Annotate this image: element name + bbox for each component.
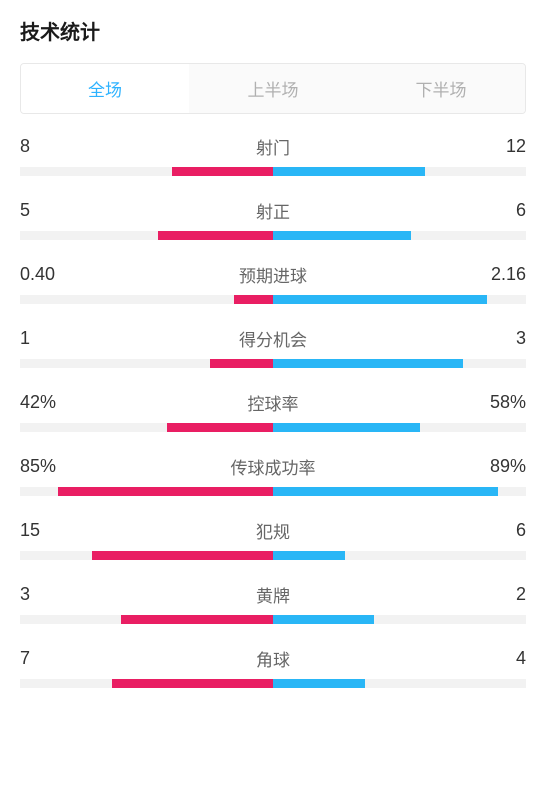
stat-right-value: 58%	[478, 392, 526, 413]
bar-bg-right	[273, 359, 526, 368]
bar-fill-left	[210, 359, 273, 368]
stat-left-value: 3	[20, 584, 68, 605]
stat-label: 预期进球	[68, 262, 478, 287]
stat-right-value: 6	[478, 200, 526, 221]
stat-left-value: 0.40	[20, 264, 68, 285]
stat-left-value: 1	[20, 328, 68, 349]
bar-bg-left	[20, 487, 273, 496]
stat-row: 7角球4	[20, 646, 526, 688]
stat-bar	[20, 167, 526, 176]
stat-header: 5射正6	[20, 198, 526, 223]
stat-right-value: 12	[478, 136, 526, 157]
bar-fill-right	[273, 295, 487, 304]
stat-right-value: 2	[478, 584, 526, 605]
stat-right-value: 89%	[478, 456, 526, 477]
stat-header: 3黄牌2	[20, 582, 526, 607]
stat-header: 1得分机会3	[20, 326, 526, 351]
stat-bar	[20, 487, 526, 496]
stat-bar	[20, 551, 526, 560]
stat-header: 7角球4	[20, 646, 526, 671]
bar-fill-right	[273, 679, 365, 688]
stat-label: 射正	[68, 198, 478, 223]
stat-right-value: 4	[478, 648, 526, 669]
stat-left-value: 15	[20, 520, 68, 541]
stat-label: 黄牌	[68, 582, 478, 607]
tab-1[interactable]: 上半场	[189, 64, 357, 113]
bar-bg-left	[20, 615, 273, 624]
stat-right-value: 2.16	[478, 264, 526, 285]
bar-fill-left	[58, 487, 273, 496]
stat-row: 15犯规6	[20, 518, 526, 560]
stat-left-value: 8	[20, 136, 68, 157]
bar-bg-right	[273, 167, 526, 176]
bar-bg-right	[273, 615, 526, 624]
stat-label: 得分机会	[68, 326, 478, 351]
stat-label: 传球成功率	[68, 454, 478, 479]
bar-bg-right	[273, 231, 526, 240]
stat-label: 犯规	[68, 518, 478, 543]
stat-label: 控球率	[68, 390, 478, 415]
tab-group: 全场上半场下半场	[20, 63, 526, 114]
bar-fill-left	[121, 615, 273, 624]
bar-fill-left	[112, 679, 273, 688]
stat-left-value: 7	[20, 648, 68, 669]
stat-label: 射门	[68, 134, 478, 159]
stat-header: 85%传球成功率89%	[20, 454, 526, 479]
stat-header: 42%控球率58%	[20, 390, 526, 415]
stat-right-value: 6	[478, 520, 526, 541]
bar-bg-left	[20, 231, 273, 240]
bar-bg-left	[20, 295, 273, 304]
bar-fill-right	[273, 231, 411, 240]
stat-left-value: 42%	[20, 392, 68, 413]
bar-fill-left	[167, 423, 273, 432]
bar-bg-left	[20, 679, 273, 688]
bar-bg-right	[273, 679, 526, 688]
stats-list: 8射门125射正60.40预期进球2.161得分机会342%控球率58%85%传…	[20, 134, 526, 688]
bar-bg-left	[20, 167, 273, 176]
stat-bar	[20, 423, 526, 432]
stat-bar	[20, 679, 526, 688]
stat-row: 3黄牌2	[20, 582, 526, 624]
bar-bg-right	[273, 551, 526, 560]
tab-0[interactable]: 全场	[21, 64, 189, 113]
bar-bg-right	[273, 423, 526, 432]
stat-left-value: 85%	[20, 456, 68, 477]
bar-fill-right	[273, 423, 420, 432]
bar-bg-left	[20, 551, 273, 560]
stat-bar	[20, 295, 526, 304]
section-title: 技术统计	[20, 16, 526, 45]
bar-fill-right	[273, 487, 498, 496]
bar-bg-right	[273, 487, 526, 496]
bar-fill-left	[158, 231, 273, 240]
stat-header: 8射门12	[20, 134, 526, 159]
stat-header: 15犯规6	[20, 518, 526, 543]
bar-fill-left	[92, 551, 273, 560]
stat-right-value: 3	[478, 328, 526, 349]
stat-bar	[20, 615, 526, 624]
stat-label: 角球	[68, 646, 478, 671]
bar-fill-left	[172, 167, 273, 176]
tab-2[interactable]: 下半场	[357, 64, 525, 113]
stat-row: 1得分机会3	[20, 326, 526, 368]
stat-row: 0.40预期进球2.16	[20, 262, 526, 304]
bar-fill-right	[273, 359, 463, 368]
bar-bg-right	[273, 295, 526, 304]
stat-row: 5射正6	[20, 198, 526, 240]
bar-fill-right	[273, 167, 425, 176]
bar-fill-left	[234, 295, 273, 304]
stat-row: 8射门12	[20, 134, 526, 176]
stat-row: 85%传球成功率89%	[20, 454, 526, 496]
stat-bar	[20, 359, 526, 368]
bar-bg-left	[20, 359, 273, 368]
bar-fill-right	[273, 551, 345, 560]
stat-bar	[20, 231, 526, 240]
stat-row: 42%控球率58%	[20, 390, 526, 432]
bar-bg-left	[20, 423, 273, 432]
bar-fill-right	[273, 615, 374, 624]
stat-header: 0.40预期进球2.16	[20, 262, 526, 287]
stat-left-value: 5	[20, 200, 68, 221]
